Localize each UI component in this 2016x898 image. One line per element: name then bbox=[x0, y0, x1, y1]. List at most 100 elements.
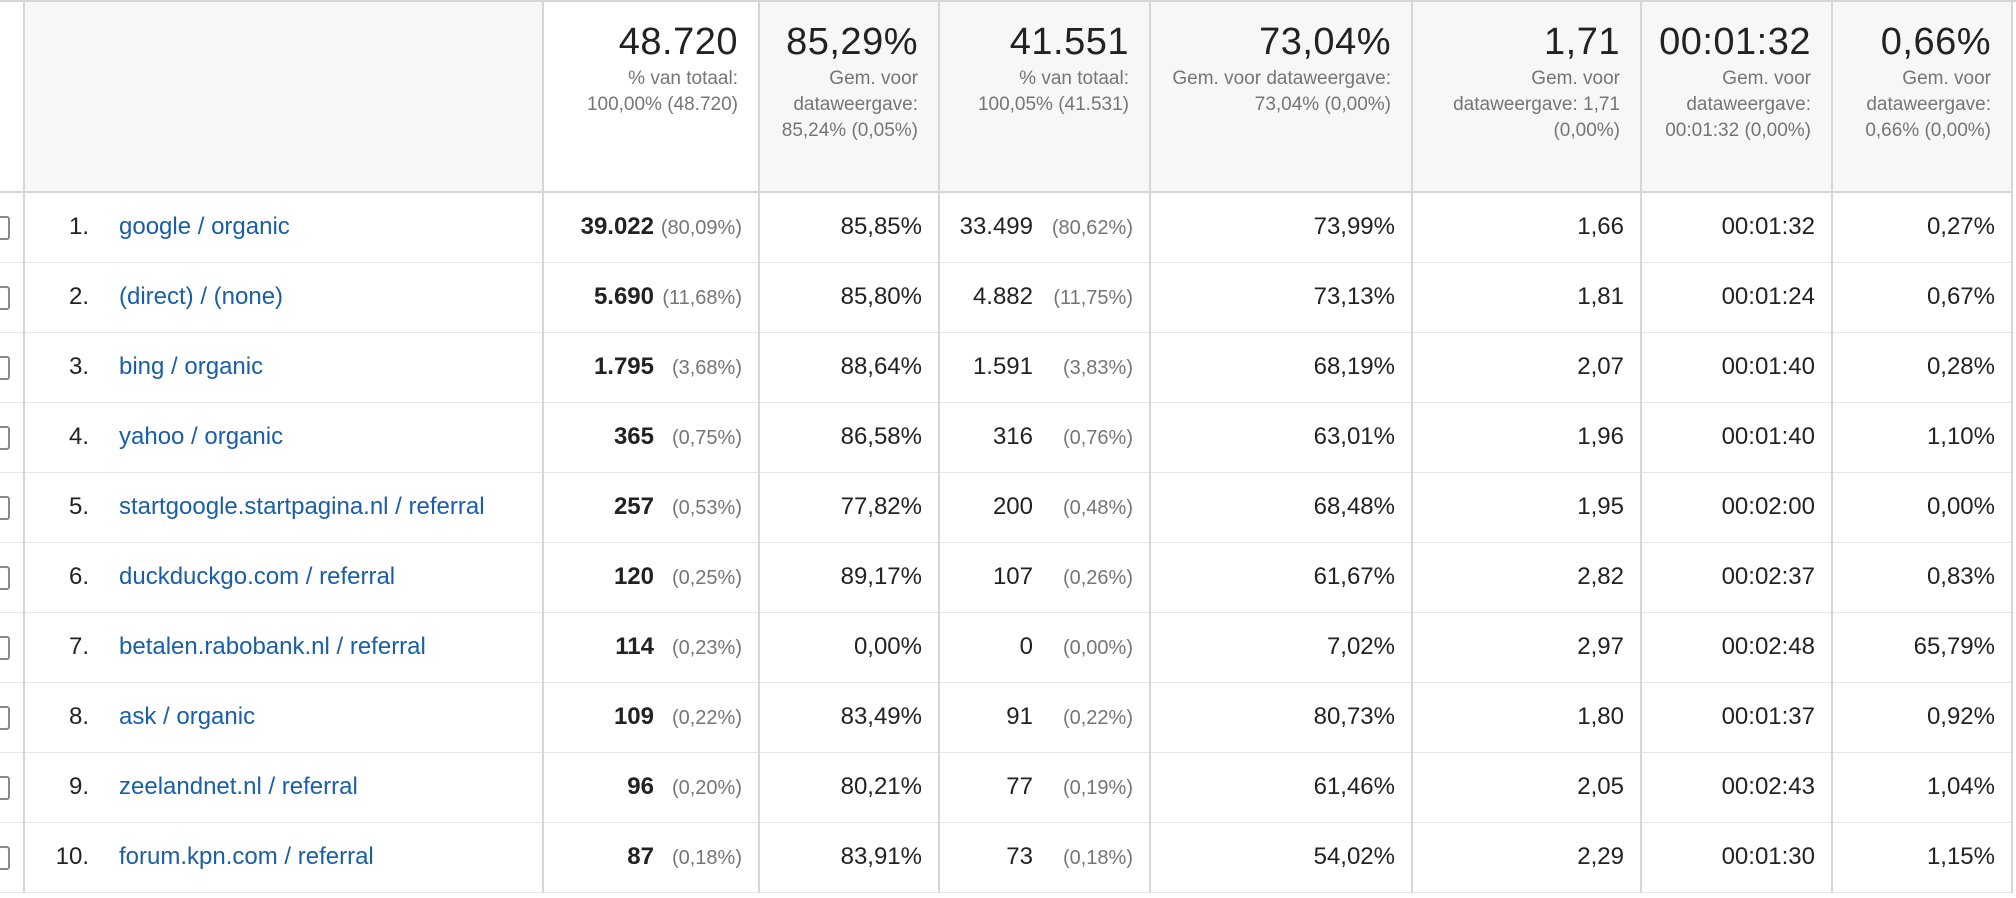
sessions-cell: 5.690 (11,68%) bbox=[543, 262, 760, 333]
source-medium-cell: 3. bing / organic bbox=[24, 332, 544, 403]
header-pages-value: 1,71 bbox=[1544, 21, 1620, 63]
pages-per-session-cell: 1,66 bbox=[1412, 192, 1642, 263]
sessions-percent: (0,25%) bbox=[671, 567, 742, 589]
source-medium-link[interactable]: bing / organic bbox=[119, 353, 264, 380]
pct-new-sessions-cell: 83,49% bbox=[759, 682, 940, 753]
row-checkbox[interactable] bbox=[0, 355, 10, 380]
bounce-rate-cell: 68,19% bbox=[1150, 332, 1413, 403]
source-medium-link[interactable]: (direct) / (none) bbox=[119, 283, 284, 310]
sessions-cell: 1.795 (3,68%) bbox=[543, 332, 760, 403]
new-users-value: 91 bbox=[1006, 703, 1033, 730]
pages-per-session-cell: 1,81 bbox=[1412, 262, 1642, 333]
header-new-users-sub: % van totaal: 100,05% (41.531) bbox=[977, 68, 1129, 115]
sessions-value: 257 bbox=[613, 493, 654, 520]
table-row: 6. duckduckgo.com / referral 120 (0,25%) 8… bbox=[0, 542, 2013, 613]
table-row: 3. bing / organic 1.795 (3,68%) 88,64% 1.5… bbox=[0, 332, 2013, 403]
source-medium-cell: 10. forum.kpn.com / referral bbox=[24, 822, 544, 893]
row-check-cell bbox=[0, 752, 25, 823]
source-medium-link[interactable]: yahoo / organic bbox=[119, 423, 284, 450]
avg-duration-cell: 00:01:30 bbox=[1641, 822, 1833, 893]
new-users-cell: 1.591 (3,83%) bbox=[939, 332, 1151, 403]
new-users-percent: (0,48%) bbox=[1062, 497, 1133, 519]
avg-duration-cell: 00:02:48 bbox=[1641, 612, 1833, 683]
table-row: 5. startgoogle.startpagina.nl / referral … bbox=[0, 472, 2013, 543]
new-users-value: 107 bbox=[992, 563, 1033, 590]
new-users-value: 200 bbox=[992, 493, 1033, 520]
bounce-rate-cell: 73,13% bbox=[1150, 262, 1413, 333]
source-medium-cell: 1. google / organic bbox=[24, 192, 544, 263]
row-checkbox[interactable] bbox=[0, 285, 10, 310]
source-medium-link[interactable]: zeelandnet.nl / referral bbox=[119, 773, 358, 800]
row-index: 5. bbox=[68, 493, 89, 520]
new-users-cell: 0 (0,00%) bbox=[939, 612, 1151, 683]
sessions-cell: 120 (0,25%) bbox=[543, 542, 760, 613]
sessions-cell: 39.022 (80,09%) bbox=[543, 192, 760, 263]
source-medium-cell: 7. betalen.rabobank.nl / referral bbox=[24, 612, 544, 683]
row-index: 9. bbox=[68, 773, 89, 800]
source-medium-link[interactable]: ask / organic bbox=[119, 703, 256, 730]
avg-duration-cell: 00:01:40 bbox=[1641, 402, 1833, 473]
row-checkbox[interactable] bbox=[0, 215, 10, 240]
new-users-cell: 200 (0,48%) bbox=[939, 472, 1151, 543]
table-row: 2. (direct) / (none) 5.690 (11,68%) 85,80%… bbox=[0, 262, 2013, 333]
conversion-rate-cell: 1,04% bbox=[1832, 752, 2013, 823]
avg-duration-cell: 00:01:32 bbox=[1641, 192, 1833, 263]
header-bounce: 73,04% Gem. voor dataweergave: 73,04% (0… bbox=[1150, 2, 1413, 193]
avg-duration-cell: 00:01:40 bbox=[1641, 332, 1833, 403]
sessions-cell: 87 (0,18%) bbox=[543, 822, 760, 893]
sessions-cell: 365 (0,75%) bbox=[543, 402, 760, 473]
source-medium-link[interactable]: forum.kpn.com / referral bbox=[119, 843, 374, 870]
table-row: 8. ask / organic 109 (0,22%) 83,49% 91 (0,2… bbox=[0, 682, 2013, 753]
source-medium-link[interactable]: betalen.rabobank.nl / referral bbox=[119, 633, 426, 660]
row-checkbox[interactable] bbox=[0, 775, 10, 800]
source-medium-link[interactable]: google / organic bbox=[119, 213, 290, 241]
sessions-percent: (0,23%) bbox=[671, 637, 742, 659]
row-check-cell bbox=[0, 332, 25, 403]
bounce-rate-cell: 54,02% bbox=[1150, 822, 1413, 893]
new-users-percent: (80,62%) bbox=[1051, 217, 1133, 240]
source-medium-cell: 6. duckduckgo.com / referral bbox=[24, 542, 544, 613]
row-checkbox[interactable] bbox=[0, 495, 10, 520]
new-users-cell: 107 (0,26%) bbox=[939, 542, 1151, 613]
new-users-value: 73 bbox=[1006, 843, 1033, 870]
pages-per-session-cell: 1,95 bbox=[1412, 472, 1642, 543]
table-row: 1. google / organic 39.022 (80,09%) 85,85%… bbox=[0, 192, 2013, 263]
pages-per-session-cell: 2,07 bbox=[1412, 332, 1642, 403]
new-users-cell: 91 (0,22%) bbox=[939, 682, 1151, 753]
new-users-percent: (0,19%) bbox=[1062, 777, 1133, 799]
conversion-rate-cell: 0,00% bbox=[1832, 472, 2013, 543]
source-medium-link[interactable]: startgoogle.startpagina.nl / referral bbox=[119, 493, 485, 520]
header-pages-sub: Gem. voor dataweergave: 1,71 (0,00%) bbox=[1453, 68, 1620, 141]
header-sessions: 48.720 % van totaal: 100,00% (48.720) bbox=[543, 2, 760, 193]
table-row: 4. yahoo / organic 365 (0,75%) 86,58% 316 (… bbox=[0, 402, 2013, 473]
new-users-cell: 73 (0,18%) bbox=[939, 822, 1151, 893]
sessions-percent: (0,20%) bbox=[671, 777, 742, 799]
new-users-percent: (0,18%) bbox=[1062, 847, 1133, 869]
avg-duration-cell: 00:02:37 bbox=[1641, 542, 1833, 613]
new-users-value: 33.499 bbox=[959, 213, 1033, 241]
pct-new-sessions-cell: 77,82% bbox=[759, 472, 940, 543]
row-check-cell bbox=[0, 822, 25, 893]
row-index: 7. bbox=[68, 633, 89, 660]
avg-duration-cell: 00:01:37 bbox=[1641, 682, 1833, 753]
row-check-cell bbox=[0, 262, 25, 333]
table-row: 7. betalen.rabobank.nl / referral 114 (0,2… bbox=[0, 612, 2013, 683]
new-users-percent: (0,26%) bbox=[1062, 567, 1133, 589]
bounce-rate-cell: 80,73% bbox=[1150, 682, 1413, 753]
sessions-value: 96 bbox=[627, 773, 654, 800]
bounce-rate-cell: 73,99% bbox=[1150, 192, 1413, 263]
source-medium-link[interactable]: duckduckgo.com / referral bbox=[119, 563, 396, 590]
row-checkbox[interactable] bbox=[0, 425, 10, 450]
table-row: 10. forum.kpn.com / referral 87 (0,18%) 83… bbox=[0, 822, 2013, 893]
avg-duration-cell: 00:02:00 bbox=[1641, 472, 1833, 543]
pages-per-session-cell: 2,29 bbox=[1412, 822, 1642, 893]
sessions-percent: (0,22%) bbox=[671, 707, 742, 729]
row-checkbox[interactable] bbox=[0, 705, 10, 730]
new-users-value: 77 bbox=[1006, 773, 1033, 800]
row-checkbox[interactable] bbox=[0, 565, 10, 590]
row-checkbox[interactable] bbox=[0, 635, 10, 660]
row-checkbox[interactable] bbox=[0, 845, 10, 870]
new-users-percent: (0,00%) bbox=[1062, 637, 1133, 659]
